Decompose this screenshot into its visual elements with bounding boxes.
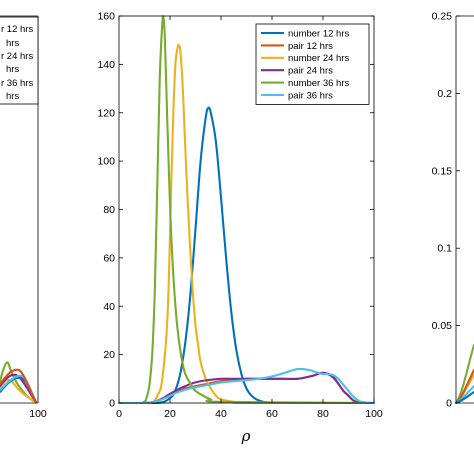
- left-panel-curves: [0, 361, 38, 404]
- y-tick-label: 40: [103, 301, 115, 313]
- right-y-tick-label: 0.15: [432, 165, 453, 177]
- y-tick-label: 100: [97, 156, 115, 168]
- right-y-tick-label: 0: [446, 398, 452, 410]
- left-panel: 100 r 12 hrs hrs r 24 hrs hrs r 36 hrs h…: [0, 15, 47, 420]
- right-panel-ticks: 0 0.05 0.1 0.15 0.2 0.25: [432, 11, 460, 410]
- right-panel-curves: [454, 343, 474, 405]
- legend-entry: pair 12 hrs: [288, 41, 333, 52]
- x-tick-label: 100: [365, 408, 383, 420]
- legend-entry: number 12 hrs: [288, 28, 350, 39]
- left-legend-entry: r 36 hrs: [1, 78, 33, 89]
- legend-entry: pair 36 hrs: [288, 90, 333, 101]
- x-tick-label: 80: [317, 408, 329, 420]
- legend-entry: number 24 hrs: [288, 53, 350, 64]
- y-tick-label: 60: [103, 252, 115, 264]
- x-tick-label: 0: [116, 408, 122, 420]
- center-panel-curves: [117, 15, 376, 405]
- legend-entry: number 36 hrs: [288, 78, 350, 89]
- left-legend-entry: hrs: [6, 64, 19, 75]
- left-legend-entry: hrs: [6, 38, 19, 49]
- series-line-6: [117, 367, 376, 405]
- y-tick-label: 20: [103, 349, 115, 361]
- right-y-tick-label: 0.05: [432, 320, 453, 332]
- left-panel-legend: r 12 hrs hrs r 24 hrs hrs r 36 hrs hrs: [0, 16, 39, 105]
- y-tick-label: 120: [97, 107, 115, 119]
- left-legend-box: [0, 16, 39, 105]
- left-series-line: [0, 368, 38, 404]
- left-legend-entry: hrs: [6, 91, 19, 102]
- series-line-4: [117, 371, 376, 405]
- legend-entry: pair 24 hrs: [288, 66, 333, 77]
- y-tick-label: 160: [97, 11, 115, 23]
- left-legend-entry: r 24 hrs: [1, 51, 33, 62]
- series-line-5: [117, 15, 376, 405]
- right-panel: 0 0.05 0.1 0.15 0.2 0.25: [432, 11, 474, 410]
- y-tick-label: 0: [109, 398, 115, 410]
- center-panel-axes-box: [118, 15, 375, 404]
- x-axis-label: ρ: [241, 427, 251, 445]
- left-panel-x-tick-label: 100: [29, 408, 47, 420]
- x-tick-label: 20: [164, 408, 176, 420]
- y-tick-label: 140: [97, 59, 115, 71]
- x-tick-label: 40: [215, 408, 227, 420]
- y-tick-label: 80: [103, 204, 115, 216]
- right-y-tick-label: 0.25: [432, 11, 453, 23]
- right-y-tick-label: 0.1: [437, 243, 452, 255]
- center-panel-ticks: 0 20 40 60 80 100 0 20 40 60 80 100 120 140 160: [97, 11, 382, 421]
- center-panel: 0 20 40 60 80 100 0 20 40 60 80 100 120 140 160 number…: [97, 11, 382, 446]
- legend-box: [255, 23, 370, 105]
- series-line-3: [117, 43, 376, 405]
- right-y-tick-label: 0.2: [437, 88, 452, 100]
- right-series-line: [454, 390, 474, 405]
- series-line-1: [117, 106, 376, 405]
- x-tick-label: 60: [266, 408, 278, 420]
- left-legend-entry: r 12 hrs: [1, 24, 33, 35]
